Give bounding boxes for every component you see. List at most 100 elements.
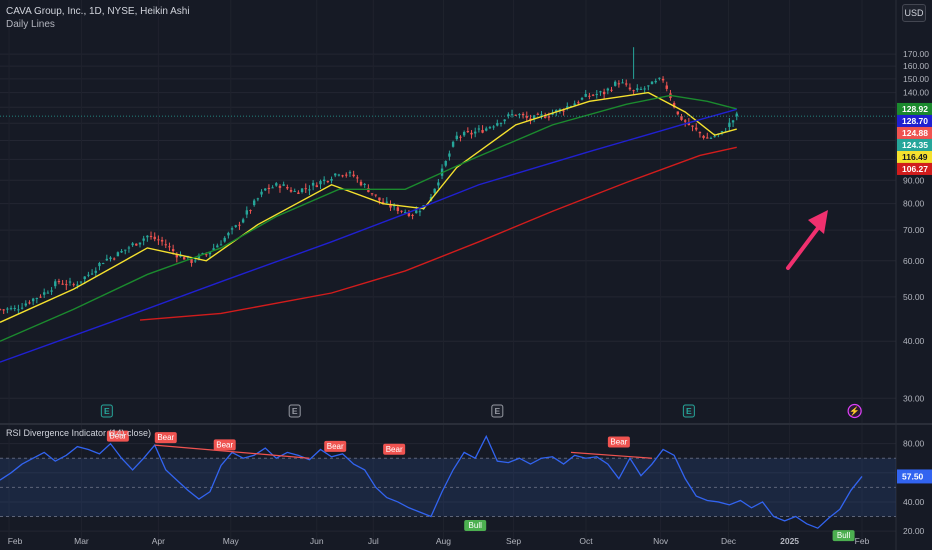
- rsi-line: [0, 434, 863, 529]
- candle-body: [142, 238, 145, 241]
- candle-body: [6, 308, 9, 310]
- candle-body: [223, 237, 226, 242]
- chart-title[interactable]: CAVA Group, Inc., 1D, NYSE, Heikin Ashi: [6, 6, 190, 17]
- candle-body: [415, 210, 418, 214]
- candle-body: [127, 247, 131, 249]
- candle-body: [28, 302, 31, 304]
- candle-body: [602, 91, 606, 95]
- candle-body: [330, 179, 333, 181]
- bear-signal: Bear: [154, 432, 177, 444]
- candle-body: [289, 189, 293, 192]
- candle-body: [709, 137, 713, 139]
- rsi-current-value: 57.50: [902, 471, 924, 481]
- candle-body: [20, 307, 24, 309]
- candle-body: [437, 182, 440, 186]
- candle-body: [282, 184, 285, 186]
- price-tick-label: 50.00: [903, 292, 925, 302]
- candle-body: [76, 284, 79, 286]
- earnings-marker-label: E: [494, 406, 500, 416]
- candle-body: [510, 114, 514, 116]
- candle-body: [326, 181, 330, 183]
- price-axis[interactable]: 30.0040.0050.0060.0070.0080.0090.00100.0…: [903, 49, 929, 403]
- candle-body: [720, 131, 724, 133]
- price-tick-label: 30.00: [903, 393, 925, 403]
- candle-body: [661, 78, 665, 81]
- candle-body: [687, 122, 691, 126]
- signal-label: Bear: [327, 442, 344, 451]
- candle-body: [731, 120, 735, 123]
- time-tick-label: Aug: [436, 536, 451, 546]
- candle-body: [271, 187, 274, 189]
- candle-body: [606, 88, 610, 91]
- candle-body: [621, 82, 624, 84]
- candle-body: [411, 214, 414, 216]
- candle-body: [617, 83, 621, 85]
- rsi-panel-title[interactable]: RSI Divergence Indicator (14) close): [6, 428, 152, 438]
- price-label-value: 124.88: [902, 128, 928, 138]
- time-tick-label: Jul: [368, 536, 379, 546]
- candle-body: [208, 252, 212, 255]
- rsi-bands: [0, 457, 896, 518]
- candle-body: [90, 273, 94, 275]
- candle-body: [17, 309, 20, 311]
- candle-body: [492, 126, 495, 128]
- price-label-badge: [897, 126, 932, 139]
- candle-body: [474, 131, 477, 134]
- candle-body: [341, 175, 344, 177]
- candle-body: [0, 309, 2, 311]
- arrow-head: [808, 210, 828, 234]
- price-label-badge: [897, 114, 932, 127]
- signal-badge: [464, 519, 487, 531]
- candle-body: [636, 88, 639, 90]
- candle-body: [599, 91, 602, 93]
- candle-body: [13, 308, 16, 310]
- candle-body: [315, 185, 319, 187]
- candle-body: [68, 281, 72, 283]
- candle-body: [580, 97, 584, 100]
- currency-button[interactable]: USD: [902, 4, 926, 22]
- signal-badge: [383, 443, 406, 455]
- candle-body: [149, 235, 153, 237]
- candle-body: [348, 172, 352, 174]
- candle-body: [212, 248, 215, 251]
- candle-body: [735, 113, 738, 117]
- earnings-marker-box: [100, 404, 113, 418]
- time-tick-label: May: [223, 536, 240, 546]
- bear-signal: Bear: [106, 430, 129, 442]
- price-label-badge: [897, 162, 932, 175]
- candle-body: [50, 290, 53, 292]
- bull-signal: Bull: [832, 530, 855, 542]
- candle-body: [116, 252, 120, 257]
- earnings-marker-box: [682, 404, 695, 418]
- candle-body: [625, 83, 628, 85]
- candle-body: [356, 177, 359, 179]
- candle-body: [230, 228, 234, 230]
- candle-body: [385, 201, 388, 203]
- candle-body: [35, 297, 39, 299]
- price-tick-label: 70.00: [903, 225, 925, 235]
- earnings-markers[interactable]: E E E E ⚡: [100, 403, 862, 419]
- candle-body: [555, 109, 558, 113]
- candle-body: [573, 103, 576, 106]
- candle-body: [683, 120, 687, 122]
- earnings-marker-box: [288, 404, 301, 418]
- candle-body: [197, 255, 201, 259]
- candle-body: [120, 250, 123, 253]
- candle-body: [164, 244, 167, 246]
- candle-body: [79, 281, 83, 283]
- candle-body: [278, 185, 282, 188]
- arrow-shaft: [786, 226, 820, 270]
- time-axis[interactable]: Feb Mar Apr May Jun Jul Aug Sep Oct Nov Dec 2025 Feb: [8, 536, 870, 546]
- candle-body: [584, 94, 587, 97]
- candle-body: [190, 259, 193, 263]
- candle-body: [245, 210, 249, 215]
- earnings-marker: E: [491, 404, 504, 418]
- candle-body: [536, 113, 540, 115]
- candle-body: [300, 188, 304, 193]
- time-tick-label: Feb: [855, 536, 870, 546]
- candle-body: [194, 260, 197, 262]
- divergence-line: [154, 444, 310, 459]
- bear-signal: Bear: [383, 443, 406, 455]
- candle-body: [643, 88, 646, 90]
